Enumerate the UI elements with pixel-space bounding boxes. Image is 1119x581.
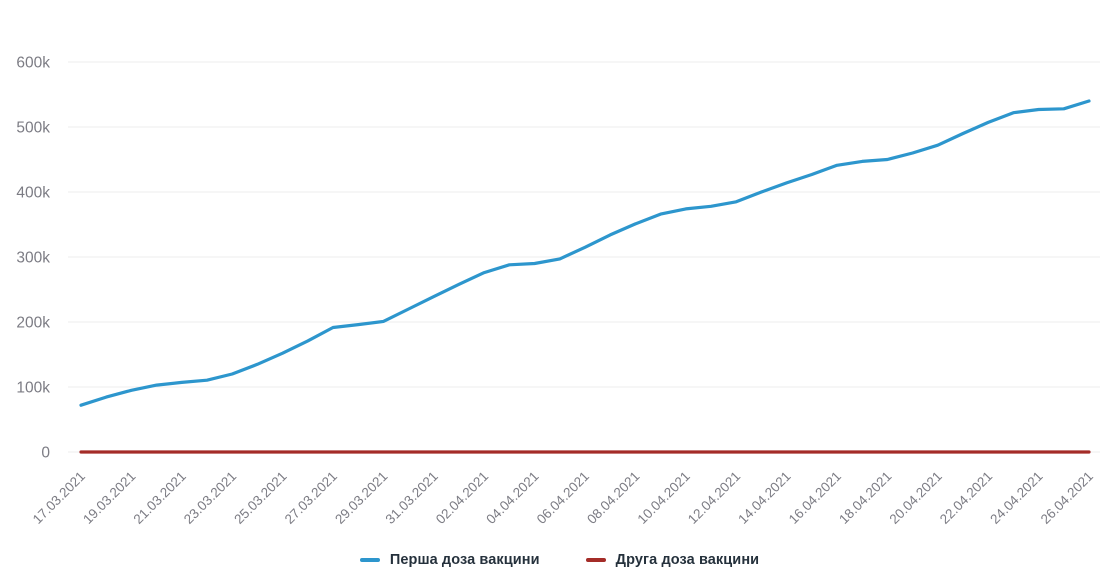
y-axis-labels: 0 100k 200k 300k 400k 500k 600k [16,55,50,462]
x-tick-label: 10.04.2021 [635,469,693,527]
legend-label-first-dose: Перша доза вакцини [389,551,540,568]
x-tick-label: 25.03.2021 [231,469,289,527]
x-tick-label: 29.03.2021 [332,469,390,527]
y-tick-label: 300k [16,250,50,267]
x-tick-label: 14.04.2021 [735,469,793,527]
series-line-first-dose[interactable] [79,99,1091,407]
x-tick-label: 04.04.2021 [483,469,541,527]
x-tick-label: 21.03.2021 [131,469,189,527]
y-tick-label: 100k [16,380,50,397]
x-axis-labels: 17.03.202119.03.202121.03.202123.03.2021… [30,469,1096,527]
x-tick-label: 08.04.2021 [584,469,642,527]
x-tick-label: 27.03.2021 [282,469,340,527]
x-tick-label: 24.04.2021 [987,469,1045,527]
y-tick-label: 200k [16,315,50,332]
chart-legend: Перша доза вакцини Друга доза вакцини [0,538,1119,581]
legend-label-second-dose: Друга доза вакцини [615,551,760,568]
second-dose-line-swatch [585,557,606,562]
x-tick-label: 19.03.2021 [80,469,138,527]
x-tick-label: 06.04.2021 [534,469,592,527]
gridlines-group [68,61,1100,453]
y-tick-label: 0 [41,445,50,462]
x-tick-label: 16.04.2021 [786,469,844,527]
y-tick-label: 500k [16,120,50,137]
line-chart[interactable]: 0 100k 200k 300k 400k 500k 600k 17.03.202119.0… [0,0,1119,538]
x-tick-label: 22.04.2021 [937,469,995,527]
x-tick-label: 20.04.2021 [887,469,945,527]
x-tick-label: 23.03.2021 [181,469,239,527]
legend-item-first-dose[interactable]: Перша доза вакцини [359,551,540,568]
x-tick-label: 02.04.2021 [433,469,491,527]
legend-item-second-dose[interactable]: Друга доза вакцини [585,551,760,568]
x-tick-label: 26.04.2021 [1038,469,1096,527]
series-group [79,99,1091,454]
x-tick-label: 17.03.2021 [30,469,88,527]
y-tick-label: 400k [16,185,50,202]
first-dose-line-swatch [359,557,380,562]
x-tick-label: 18.04.2021 [836,469,894,527]
x-tick-label: 31.03.2021 [383,469,441,527]
y-tick-label: 600k [16,55,50,72]
x-tick-label: 12.04.2021 [685,469,743,527]
